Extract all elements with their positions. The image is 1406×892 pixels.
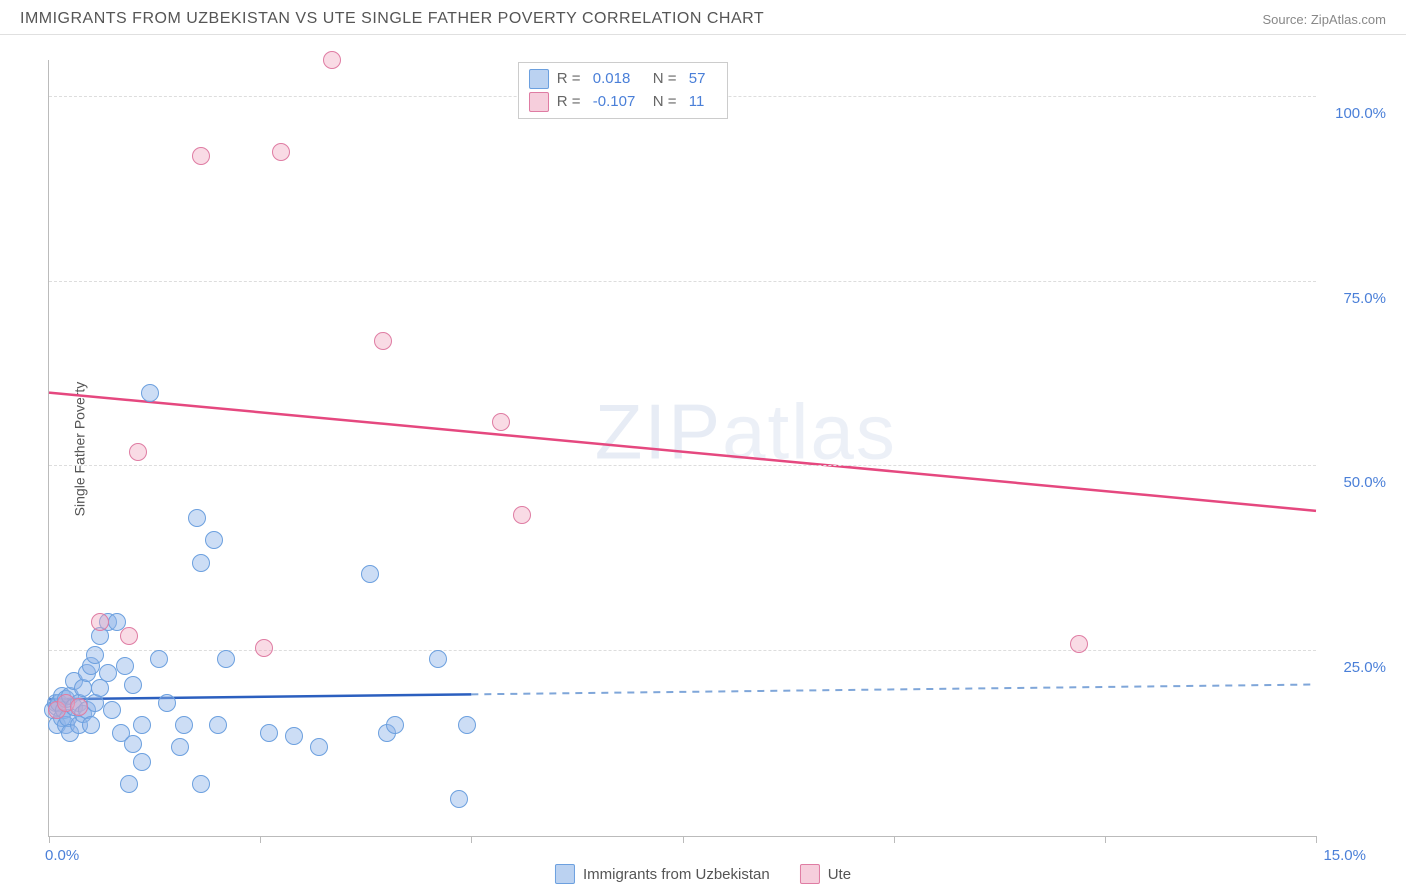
data-point-ute (91, 613, 109, 631)
data-point-uzbekistan (209, 716, 227, 734)
data-point-ute (492, 413, 510, 431)
data-point-uzbekistan (310, 738, 328, 756)
y-tick-label: 50.0% (1343, 474, 1386, 491)
x-tick (1105, 836, 1106, 843)
data-point-uzbekistan (103, 701, 121, 719)
legend-n-value: 11 (689, 91, 715, 114)
x-tick-label: 0.0% (45, 847, 79, 864)
data-point-ute (120, 627, 138, 645)
plot-area: ZIPatlas 25.0%50.0%75.0%100.0%0.0%15.0%R… (48, 60, 1316, 837)
data-point-uzbekistan (124, 735, 142, 753)
y-tick-label: 25.0% (1343, 659, 1386, 676)
stats-legend-row: R = 0.018 N = 57 (529, 68, 715, 91)
data-point-uzbekistan (133, 753, 151, 771)
x-tick (471, 836, 472, 843)
stats-legend: R = 0.018 N = 57 R = -0.107 N = 11 (518, 62, 728, 119)
data-point-uzbekistan (82, 716, 100, 734)
legend-label-ute: Ute (828, 866, 851, 883)
trend-line (471, 684, 1316, 694)
legend-swatch-pink (800, 864, 820, 884)
legend-item-ute: Ute (800, 864, 851, 884)
data-point-uzbekistan (175, 716, 193, 734)
chart-container: Single Father Poverty ZIPatlas 25.0%50.0… (48, 60, 1316, 837)
x-tick (260, 836, 261, 843)
legend-swatch (529, 69, 549, 89)
x-tick (49, 836, 50, 843)
bottom-legend: Immigrants from Uzbekistan Ute (555, 864, 851, 884)
chart-source: Source: ZipAtlas.com (1262, 12, 1386, 27)
gridline (49, 650, 1316, 651)
legend-r-value: -0.107 (593, 91, 645, 114)
data-point-uzbekistan (86, 646, 104, 664)
data-point-uzbekistan (192, 775, 210, 793)
data-point-uzbekistan (285, 727, 303, 745)
data-point-uzbekistan (158, 694, 176, 712)
x-tick (683, 836, 684, 843)
legend-r-value: 0.018 (593, 68, 645, 91)
trend-lines-layer (49, 60, 1316, 836)
data-point-uzbekistan (171, 738, 189, 756)
legend-swatch (529, 92, 549, 112)
data-point-uzbekistan (133, 716, 151, 734)
legend-n-label: N = (653, 91, 681, 114)
trend-line (49, 694, 471, 699)
chart-header: IMMIGRANTS FROM UZBEKISTAN VS UTE SINGLE… (0, 0, 1406, 35)
chart-title: IMMIGRANTS FROM UZBEKISTAN VS UTE SINGLE… (20, 10, 764, 28)
data-point-uzbekistan (99, 664, 117, 682)
data-point-uzbekistan (150, 650, 168, 668)
legend-swatch-blue (555, 864, 575, 884)
data-point-ute (513, 506, 531, 524)
data-point-uzbekistan (120, 775, 138, 793)
data-point-uzbekistan (386, 716, 404, 734)
legend-item-uzbekistan: Immigrants from Uzbekistan (555, 864, 770, 884)
data-point-uzbekistan (217, 650, 235, 668)
data-point-ute (129, 443, 147, 461)
legend-label-uzbekistan: Immigrants from Uzbekistan (583, 866, 770, 883)
trend-line (49, 393, 1316, 511)
stats-legend-row: R = -0.107 N = 11 (529, 91, 715, 114)
data-point-ute (272, 143, 290, 161)
data-point-uzbekistan (141, 384, 159, 402)
data-point-uzbekistan (192, 554, 210, 572)
y-tick-label: 100.0% (1335, 105, 1386, 122)
data-point-uzbekistan (108, 613, 126, 631)
data-point-ute (70, 698, 88, 716)
legend-r-label: R = (557, 68, 585, 91)
legend-r-label: R = (557, 91, 585, 114)
data-point-uzbekistan (116, 657, 134, 675)
legend-n-label: N = (653, 68, 681, 91)
gridline (49, 281, 1316, 282)
data-point-uzbekistan (124, 676, 142, 694)
data-point-uzbekistan (458, 716, 476, 734)
data-point-ute (374, 332, 392, 350)
x-tick (1316, 836, 1317, 843)
data-point-ute (255, 639, 273, 657)
data-point-uzbekistan (361, 565, 379, 583)
y-tick-label: 75.0% (1343, 290, 1386, 307)
data-point-uzbekistan (450, 790, 468, 808)
x-tick-label: 15.0% (1323, 847, 1366, 864)
data-point-ute (323, 51, 341, 69)
data-point-uzbekistan (429, 650, 447, 668)
data-point-ute (192, 147, 210, 165)
data-point-uzbekistan (260, 724, 278, 742)
gridline (49, 465, 1316, 466)
data-point-ute (1070, 635, 1088, 653)
legend-n-value: 57 (689, 68, 715, 91)
data-point-uzbekistan (188, 509, 206, 527)
x-tick (894, 836, 895, 843)
data-point-uzbekistan (205, 531, 223, 549)
